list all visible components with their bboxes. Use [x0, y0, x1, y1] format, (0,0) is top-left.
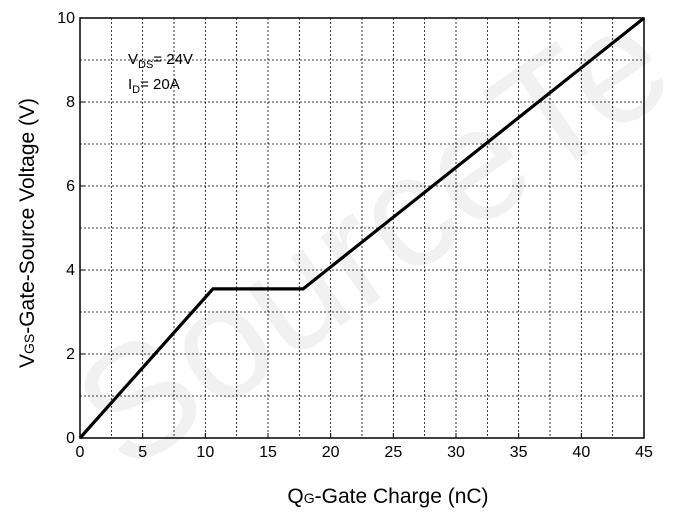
grid	[80, 18, 644, 438]
x-tick-label: 25	[384, 444, 402, 461]
y-axis: 0 2 4 6 8 10	[57, 10, 85, 447]
x-tick-label: 0	[76, 444, 85, 461]
annotation-vds-sub: DS	[138, 59, 153, 71]
x-tick-label: 45	[635, 444, 653, 461]
y-tick-label: 10	[57, 10, 75, 27]
svg-text:ID= 20A: ID= 20A	[128, 76, 180, 96]
annotation-vds: VDS= 24V	[128, 51, 193, 71]
annotation-id-tail: = 20A	[140, 76, 180, 93]
x-tick-label: 35	[510, 444, 528, 461]
y-axis-title-v: V	[16, 354, 39, 368]
x-axis-title-sub: G	[304, 490, 315, 506]
annotation-id: ID= 20A	[128, 76, 180, 96]
y-tick-label: 0	[66, 430, 75, 447]
annotation-vds-main: V	[128, 51, 138, 68]
y-tick-label: 6	[66, 178, 75, 195]
annotation-id-sub: D	[132, 84, 140, 96]
x-tick-label: 40	[572, 444, 590, 461]
y-tick-label: 8	[66, 94, 75, 111]
plot-frame	[79, 17, 645, 439]
x-tick-label: 20	[322, 444, 340, 461]
y-axis-title-sub: GS	[21, 334, 37, 354]
annotation-vds-tail: = 24V	[153, 51, 193, 68]
x-axis: 0 5 10 15 20 25 30 35 40 45	[76, 433, 653, 461]
series-line-0	[78, 16, 645, 440]
y-axis-title: VGS-Gate-Source Voltage (V)	[16, 98, 39, 368]
annotation-id-main: I	[128, 76, 132, 93]
x-tick-label: 10	[196, 444, 214, 461]
x-axis-title: QG-Gate Charge (nC)	[287, 485, 488, 508]
y-axis-title-rest: -Gate-Source Voltage (V)	[16, 98, 39, 334]
x-axis-title-q: Q	[287, 485, 303, 508]
svg-text:VDS= 24V: VDS= 24V	[128, 51, 193, 71]
x-tick-label: 15	[259, 444, 277, 461]
series-layer	[78, 16, 645, 440]
y-tick-label: 2	[66, 346, 75, 363]
y-tick-label: 4	[66, 262, 75, 279]
x-tick-label: 30	[447, 444, 465, 461]
x-tick-label: 5	[138, 444, 147, 461]
x-axis-title-rest: -Gate Charge (nC)	[315, 485, 489, 508]
